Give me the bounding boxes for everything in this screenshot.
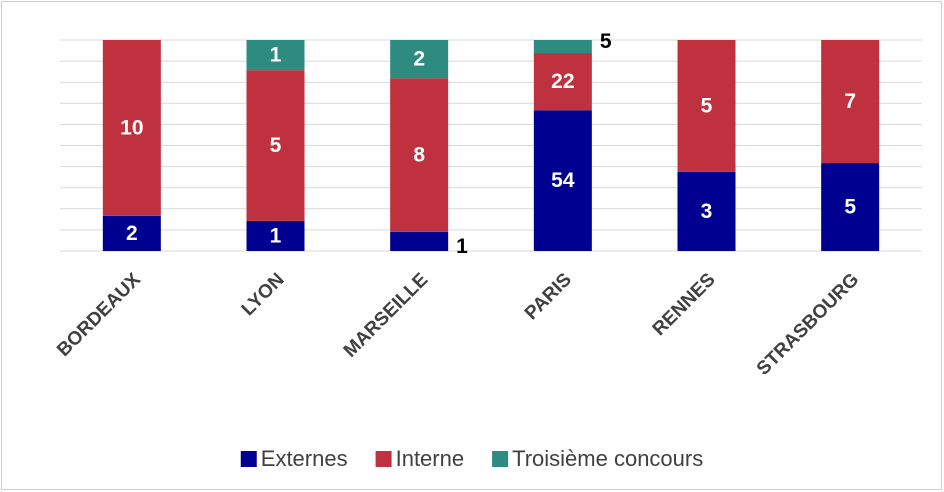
legend-swatch [492, 451, 509, 467]
bar-segment [246, 70, 305, 221]
bar-segment [677, 40, 736, 172]
bar-segment [102, 40, 161, 216]
bar-segment [533, 53, 592, 111]
legend-label: Troisième concours [512, 446, 703, 471]
bar-segment [821, 163, 880, 251]
legend-label: Interne [396, 446, 465, 471]
data-label: 5 [701, 94, 713, 117]
bar-segment [677, 171, 736, 251]
legend: Externes Interne Troisième concours [240, 446, 703, 471]
bar-segment [533, 40, 592, 54]
bar-segment [102, 215, 161, 251]
data-label: 54 [551, 169, 575, 192]
data-label: 2 [126, 222, 138, 245]
legend-swatch [375, 451, 392, 467]
bar-segment [390, 40, 449, 79]
data-label: 10 [120, 116, 143, 139]
bar-segment [390, 231, 449, 251]
data-label: 7 [844, 90, 856, 113]
data-label: 5 [600, 30, 612, 53]
data-label: 1 [456, 235, 468, 258]
data-label: 8 [413, 144, 425, 167]
legend-label: Externes [261, 446, 348, 471]
data-label: 22 [551, 70, 574, 93]
data-label: 2 [413, 48, 425, 71]
legend-swatch [240, 451, 257, 467]
data-label: 1 [270, 44, 282, 67]
data-label: 5 [270, 134, 282, 157]
bar-segment [246, 40, 305, 71]
data-label: 5 [844, 196, 856, 219]
bar-segment [246, 220, 305, 251]
bar-segment [821, 40, 880, 164]
bar-segment [533, 110, 592, 251]
data-label: 1 [270, 224, 282, 247]
bar-segment [390, 78, 449, 232]
data-label: 3 [701, 200, 713, 223]
